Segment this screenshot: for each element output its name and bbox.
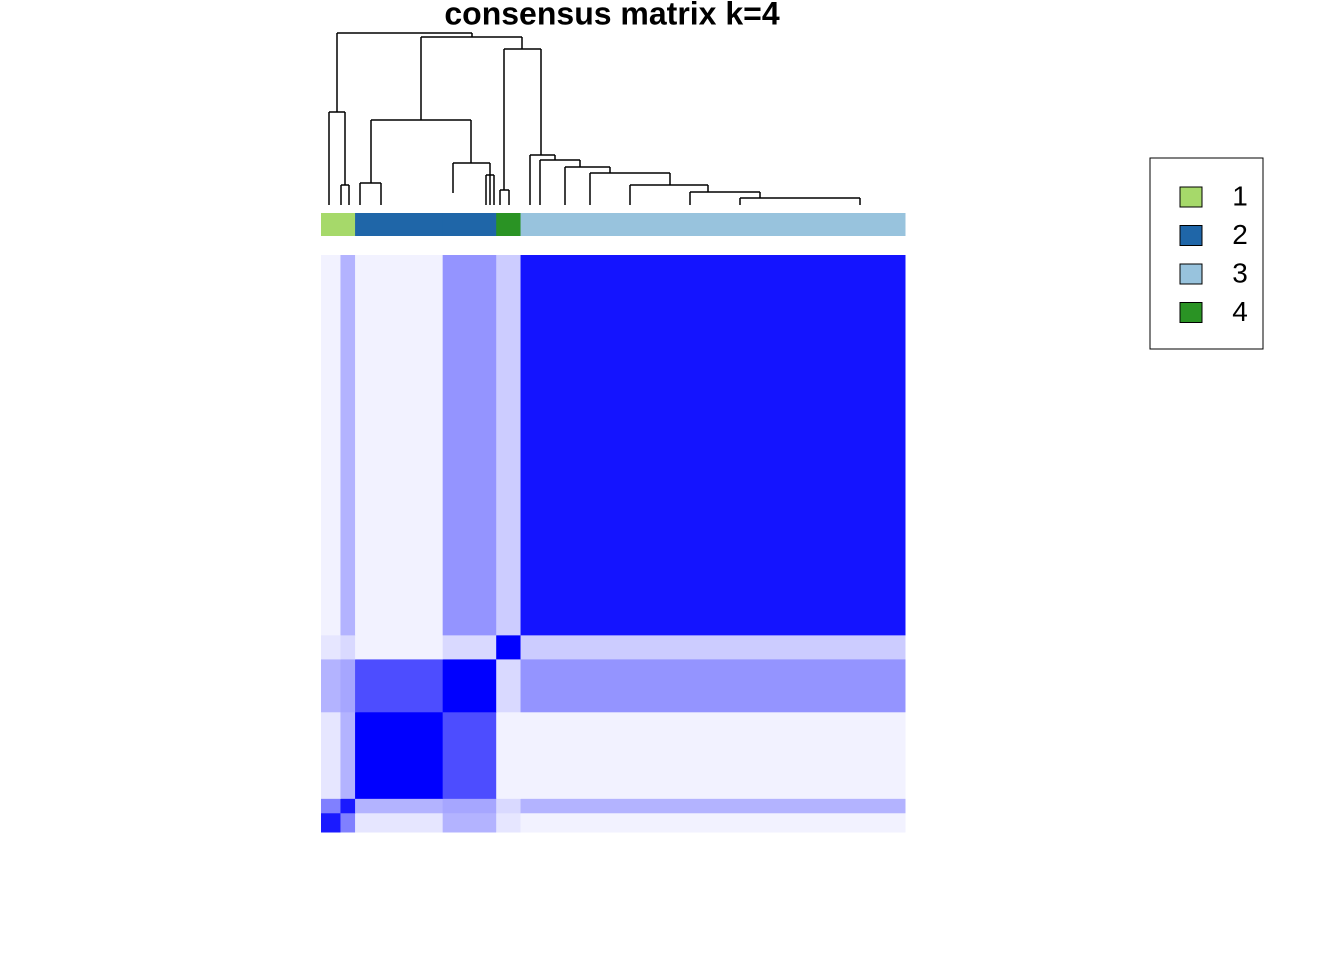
heatmap-cell bbox=[355, 798, 444, 814]
legend-label: 3 bbox=[1232, 257, 1248, 288]
legend-swatch bbox=[1179, 263, 1203, 285]
heatmap-cell bbox=[520, 711, 906, 799]
legend-swatch bbox=[1179, 186, 1203, 208]
heatmap-cell bbox=[496, 634, 522, 660]
legend-label: 1 bbox=[1232, 180, 1248, 211]
heatmap-cell bbox=[496, 812, 522, 833]
heatmap-cell bbox=[442, 658, 497, 713]
class-bar bbox=[355, 213, 444, 236]
class-bar bbox=[321, 213, 341, 236]
heatmap-cell bbox=[355, 255, 444, 636]
heatmap-cell bbox=[355, 812, 444, 833]
heatmap-cell bbox=[496, 798, 522, 814]
heatmap-cell bbox=[442, 812, 497, 833]
heatmap-cell bbox=[321, 634, 341, 660]
legend-swatch bbox=[1179, 225, 1203, 246]
class-bar bbox=[340, 213, 356, 236]
heatmap-cell bbox=[355, 634, 444, 660]
heatmap-cell bbox=[520, 634, 906, 660]
heatmap-cell bbox=[520, 255, 906, 636]
heatmap-cell bbox=[321, 255, 341, 636]
heatmap-cell bbox=[520, 798, 906, 814]
heatmap-cell bbox=[442, 711, 497, 799]
heatmap-cell bbox=[321, 812, 341, 833]
legend-box bbox=[1149, 157, 1264, 350]
heatmap-cell bbox=[355, 658, 444, 713]
heatmap-cell bbox=[496, 658, 522, 713]
heatmap-cell bbox=[340, 711, 356, 799]
heatmap-cell bbox=[520, 812, 906, 833]
dendrogram bbox=[328, 32, 861, 205]
legend-label: 2 bbox=[1232, 219, 1248, 250]
heatmap-cell bbox=[340, 798, 356, 814]
heatmap-cell bbox=[340, 812, 356, 833]
heatmap-cell bbox=[520, 658, 906, 713]
heatmap-cell bbox=[340, 255, 356, 636]
legend-swatch bbox=[1179, 302, 1203, 323]
chart-title: consensus matrix k=4 bbox=[444, 0, 779, 31]
heatmap-cell bbox=[442, 634, 497, 660]
heatmap-cell bbox=[321, 798, 341, 814]
class-bar bbox=[496, 213, 522, 236]
class-bar bbox=[520, 213, 906, 236]
heatmap-cell bbox=[355, 711, 444, 799]
heatmap-cell bbox=[442, 798, 497, 814]
heatmap-cell bbox=[496, 711, 522, 799]
heatmap-cell bbox=[321, 658, 341, 713]
heatmap-cell bbox=[496, 255, 522, 636]
class-bar bbox=[442, 213, 497, 236]
heatmap-cell bbox=[321, 711, 341, 799]
heatmap-cell bbox=[442, 255, 497, 636]
heatmap-cell bbox=[340, 634, 356, 660]
heatmap-cell bbox=[340, 658, 356, 713]
legend-label: 4 bbox=[1232, 296, 1248, 327]
